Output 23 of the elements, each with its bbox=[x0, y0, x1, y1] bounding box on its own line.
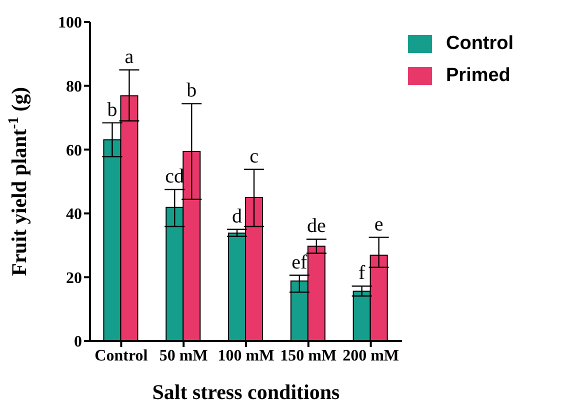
data-label: a bbox=[124, 46, 134, 68]
x-axis-title: Salt stress conditions bbox=[152, 380, 340, 404]
data-label: f bbox=[358, 262, 366, 284]
legend-label: Primed bbox=[446, 65, 510, 86]
data-label: c bbox=[250, 145, 259, 168]
x-tick-label: 100 mM bbox=[218, 347, 274, 364]
data-label: ef bbox=[292, 251, 308, 274]
y-tick-label: 0 bbox=[74, 334, 82, 351]
data-label: b bbox=[107, 98, 118, 121]
data-label: b bbox=[186, 80, 197, 102]
y-tick-label: 20 bbox=[66, 270, 82, 287]
y-tick-label: 60 bbox=[66, 142, 82, 160]
data-label: e bbox=[374, 213, 384, 236]
x-tick-label: Control bbox=[94, 347, 148, 364]
legend-label: Control bbox=[446, 33, 514, 54]
data-label: de bbox=[306, 215, 326, 238]
x-tick-label: 200 mM bbox=[342, 347, 400, 364]
x-tick-label: 50 mM bbox=[159, 347, 208, 364]
y-tick-label: 40 bbox=[66, 206, 82, 224]
y-tick-label: 100 bbox=[58, 14, 82, 32]
y-tick-label: 80 bbox=[66, 78, 82, 96]
x-tick-label: 150 mM bbox=[280, 347, 337, 364]
data-label: d bbox=[232, 205, 242, 228]
